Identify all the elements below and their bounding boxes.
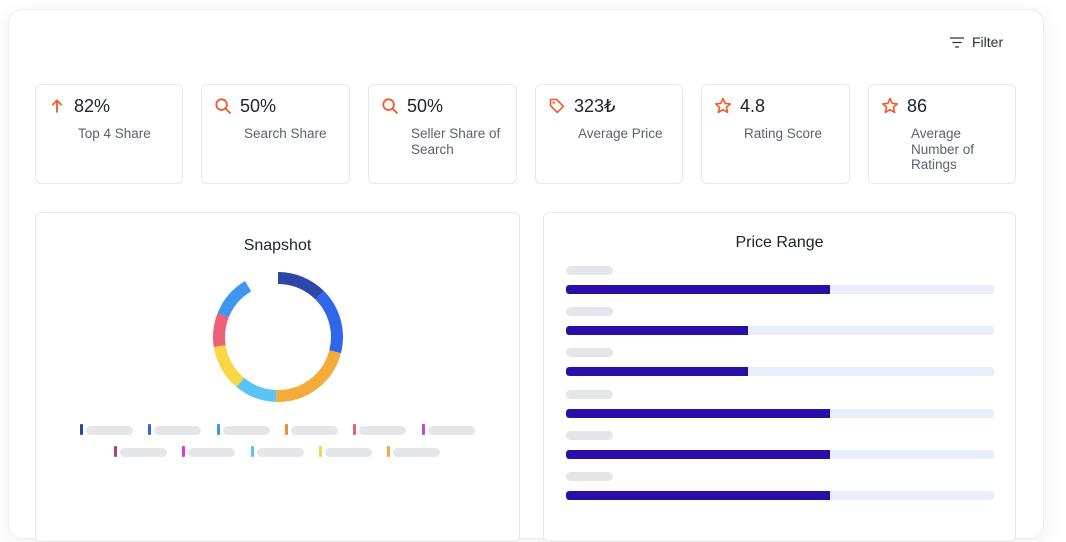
price-range-title: Price Range (735, 234, 824, 251)
price-range-track (566, 326, 994, 336)
donut-segment-0 (213, 272, 343, 402)
legend-swatch (182, 446, 186, 457)
kpi-card-average-ratings: 86 Average Number of Ratings (868, 84, 1016, 184)
filter-button[interactable]: Filter (942, 30, 1011, 54)
donut-segment-2 (213, 272, 343, 402)
legend-swatch (216, 424, 220, 435)
filter-lines-icon (950, 36, 964, 48)
legend-label-placeholder (120, 448, 167, 457)
kpi-value: 4.8 (740, 96, 766, 116)
kpi-label: Average Number of Ratings (911, 126, 975, 172)
price-range-bar (566, 408, 831, 418)
donut-segment-5 (213, 272, 343, 402)
price-range-track (566, 367, 994, 377)
price-range-track (566, 285, 994, 294)
kpi-value: 86 (907, 96, 928, 116)
donut-segment-1 (213, 272, 343, 402)
snapshot-donut-chart (213, 272, 343, 402)
kpi-card-average-price: 323₺ Average Price (535, 84, 683, 184)
price-range-label-placeholder (566, 348, 613, 358)
price-range-label-placeholder (566, 389, 613, 399)
price-range-bar (566, 326, 748, 336)
kpi-value: 82% (74, 96, 111, 116)
kpi-card-rating-score: 4.8 Rating Score (701, 84, 850, 184)
legend-label-placeholder (222, 426, 270, 435)
kpi-value: 50% (240, 96, 277, 116)
kpi-card-top4-share: 82% Top 4 Share (35, 84, 183, 184)
price-range-bar (566, 285, 831, 294)
kpi-value: 323₺ (574, 96, 616, 116)
legend-label-placeholder (359, 426, 407, 435)
price-range-label-placeholder (566, 430, 613, 440)
legend-swatch (353, 424, 357, 435)
filter-label: Filter (972, 34, 1004, 50)
price-range-label-placeholder (566, 266, 613, 275)
price-range-bar (566, 449, 831, 459)
price-range-track (566, 408, 994, 418)
legend-swatch (284, 424, 288, 435)
legend-label-placeholder (324, 448, 372, 457)
kpi-label: Average Price (578, 126, 663, 141)
price-range-panel: Price Range (543, 212, 1016, 542)
legend-swatch (318, 446, 322, 457)
legend-swatch (114, 446, 117, 457)
legend-swatch (148, 424, 152, 435)
legend-label-placeholder (188, 448, 236, 457)
snapshot-panel: Snapshot (35, 212, 520, 542)
legend-label-placeholder (290, 426, 338, 435)
price-range-label-placeholder (566, 472, 613, 481)
kpi-label: Seller Share of Search (411, 126, 501, 157)
legend-swatch (250, 446, 254, 457)
star-icon (714, 97, 732, 114)
price-range-bar (566, 491, 831, 500)
kpi-label: Rating Score (744, 126, 823, 141)
kpi-card-search-share: 50% Search Share (201, 84, 350, 184)
legend-swatch (80, 424, 83, 435)
search-icon (382, 98, 398, 114)
legend-label-placeholder (154, 426, 202, 435)
star-icon (881, 97, 899, 114)
price-tag-icon (549, 98, 565, 114)
legend-swatch (387, 446, 391, 457)
price-range-bar (566, 367, 748, 377)
legend-label-placeholder (393, 448, 441, 457)
legend-label-placeholder (427, 426, 475, 435)
legend-label-placeholder (256, 448, 304, 457)
price-range-track (566, 449, 994, 459)
price-range-label-placeholder (566, 307, 613, 317)
price-range-track (566, 491, 994, 500)
legend-swatch (421, 424, 425, 435)
snapshot-title: Snapshot (243, 237, 312, 254)
kpi-card-seller-share: 50% Seller Share of Search (368, 84, 517, 184)
kpi-label: Search Share (244, 126, 327, 141)
kpi-label: Top 4 Share (78, 126, 151, 141)
arrow-up-icon (51, 99, 63, 113)
search-icon (215, 98, 231, 114)
legend-label-placeholder (86, 426, 133, 435)
kpi-value: 50% (407, 96, 444, 116)
